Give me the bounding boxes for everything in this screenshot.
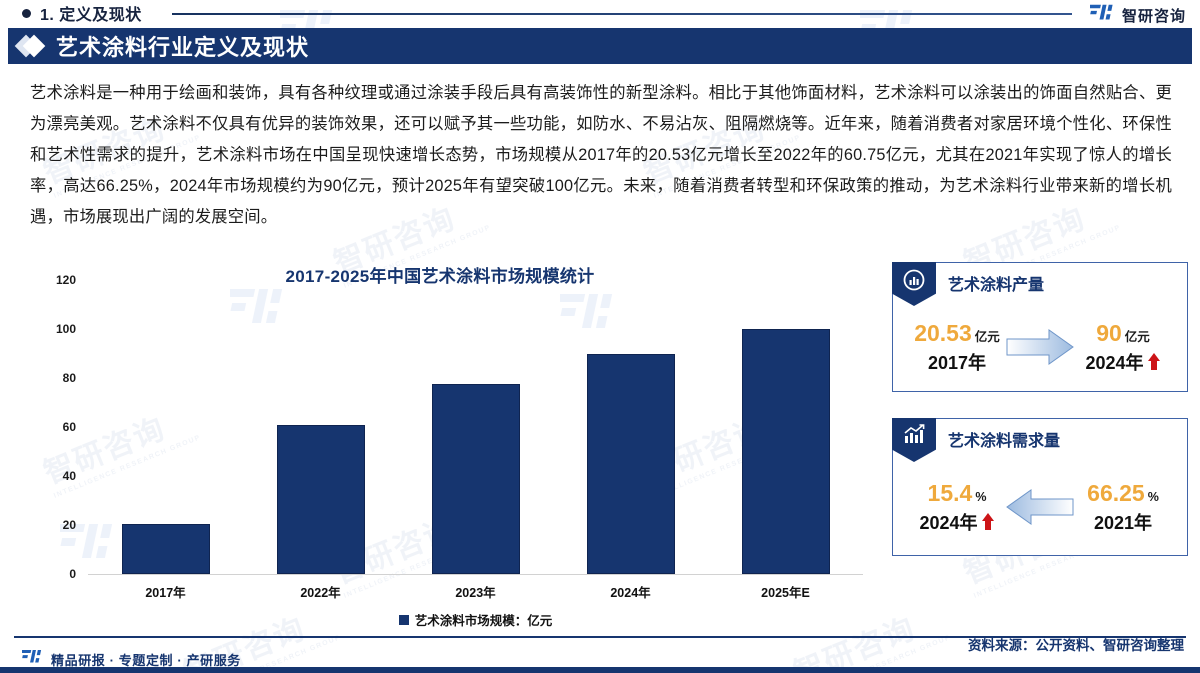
bar-2024[interactable] <box>586 353 675 574</box>
bar-2023[interactable] <box>431 384 520 574</box>
brand-name-label: 智研咨询 <box>1121 8 1186 25</box>
stat-left: 15.4% 2024年 <box>909 480 1005 535</box>
legend-swatch <box>398 614 409 625</box>
stat-right: 90 亿元 2024年 <box>1075 320 1171 375</box>
header-divider <box>172 13 1072 15</box>
y-tick-label: 20 <box>62 517 76 532</box>
card-header: 艺术涂料产量 <box>892 262 1187 306</box>
arrow-up-icon <box>981 513 995 530</box>
stat-value-row: 20.53 亿元 <box>909 320 1005 347</box>
y-tick-label: 80 <box>62 370 76 385</box>
stat-value-row: 90 亿元 <box>1075 320 1171 347</box>
stat-year: 2021年 <box>1093 512 1153 533</box>
card-body: 20.53 亿元 2017年 90 亿元 2024年 <box>893 305 1187 389</box>
card-title: 艺术涂料产量 <box>948 277 1045 294</box>
x-axis-tick-labels: 2017年 2022年 2023年 2024年 2025年E <box>88 582 863 601</box>
arrow-up-icon <box>1147 353 1161 370</box>
zhiyan-logo-icon <box>1088 2 1116 29</box>
x-tick-label: 2024年 <box>610 586 651 600</box>
x-tick-label: 2022年 <box>300 586 341 600</box>
card-header: 艺术涂料需求量 <box>892 418 1187 462</box>
stat-year: 2024年 <box>1085 352 1144 373</box>
section-title-band: 艺术涂料行业定义及现状 <box>8 28 1192 64</box>
stat-value-row: 66.25% <box>1075 480 1171 507</box>
bar-chart-pie-icon <box>892 262 936 306</box>
bar-2022[interactable] <box>276 425 365 574</box>
stat-unit: % <box>1147 489 1159 504</box>
bar-slot <box>243 280 398 574</box>
y-axis-tick-labels: 120 100 80 60 40 20 0 <box>10 273 82 581</box>
stat-year-row: 2024年 <box>919 509 994 535</box>
market-size-bar-chart: 2017-2025年中国艺术涂料市场规模统计 120 100 80 60 40 … <box>10 262 870 640</box>
stat-card-production: 艺术涂料产量 20.53 亿元 2017年 90 亿元 <box>892 262 1188 392</box>
stat-unit: % <box>975 489 987 504</box>
card-title: 艺术涂料需求量 <box>948 433 1061 450</box>
section-title: 艺术涂料行业定义及现状 <box>56 35 310 60</box>
bottom-strip <box>0 667 1200 673</box>
stat-unit: 亿元 <box>974 329 1000 344</box>
bar-2025e[interactable] <box>741 329 830 574</box>
card-body: 15.4% 2024年 66.25% 2021年 <box>893 461 1187 553</box>
y-tick-label: 100 <box>55 322 76 336</box>
x-axis-line <box>88 574 863 575</box>
x-tick-label: 2025年E <box>761 586 810 600</box>
stat-card-demand: 艺术涂料需求量 15.4% 2024年 66.25% <box>892 418 1188 556</box>
bar-slot <box>708 280 863 574</box>
stat-value: 15.4 <box>927 479 973 506</box>
stat-value: 66.25 <box>1087 479 1145 506</box>
stat-value: 20.53 <box>914 319 972 346</box>
stat-year-row: 2024年 <box>1085 349 1160 375</box>
bar-2017[interactable] <box>121 523 210 574</box>
footer-divider <box>14 636 1186 638</box>
zhiyan-logo-icon <box>21 648 44 671</box>
bar-series <box>88 280 863 574</box>
y-tick-label: 60 <box>62 420 76 434</box>
x-tick-label: 2023年 <box>455 586 496 600</box>
bar-slot <box>88 280 243 574</box>
y-tick-label: 0 <box>69 567 76 581</box>
arrow-left-icon <box>1006 489 1074 525</box>
chart-legend: 艺术涂料市场规模：亿元 <box>88 610 863 629</box>
bar-slot <box>553 280 708 574</box>
stat-year-row: 2021年 <box>1094 509 1152 535</box>
legend-label: 艺术涂料市场规模：亿元 <box>414 614 553 628</box>
footer-tagline-label: 精品研报 · 专题定制 · 产研服务 <box>51 653 241 668</box>
x-tick-label: 2017年 <box>145 586 186 600</box>
stat-value: 90 <box>1096 319 1122 346</box>
diamond-icon <box>20 35 42 57</box>
stat-unit: 亿元 <box>1124 329 1150 344</box>
arrow-right-icon <box>1006 329 1074 365</box>
stat-right: 66.25% 2021年 <box>1075 480 1171 535</box>
brand: 智研咨询 <box>1088 2 1186 29</box>
top-bar: 1. 定义及现状 智研咨询 <box>0 0 1200 28</box>
y-tick-label: 40 <box>62 469 76 483</box>
bar-slot <box>398 280 553 574</box>
chart-title: 2017-2025年中国艺术涂料市场规模统计 <box>285 267 595 286</box>
stat-value-row: 15.4% <box>909 480 1005 507</box>
bullet-icon <box>22 9 31 18</box>
stat-left: 20.53 亿元 2017年 <box>909 320 1005 375</box>
section-number-label: 1. 定义及现状 <box>40 7 142 24</box>
stat-year: 2017年 <box>927 352 987 373</box>
y-tick-label: 120 <box>55 273 76 287</box>
footer-tagline: 精品研报 · 专题定制 · 产研服务 <box>21 648 241 671</box>
stat-year-row: 2017年 <box>928 349 986 375</box>
source-note: 资料来源：公开资料、智研咨询整理 <box>968 638 1184 653</box>
trend-up-chart-icon <box>892 418 936 462</box>
body-paragraph: 艺术涂料是一种用于绘画和装饰，具有各种纹理或通过涂装手段后具有高装饰性的新型涂料… <box>30 84 1172 226</box>
stat-year: 2024年 <box>919 512 978 533</box>
